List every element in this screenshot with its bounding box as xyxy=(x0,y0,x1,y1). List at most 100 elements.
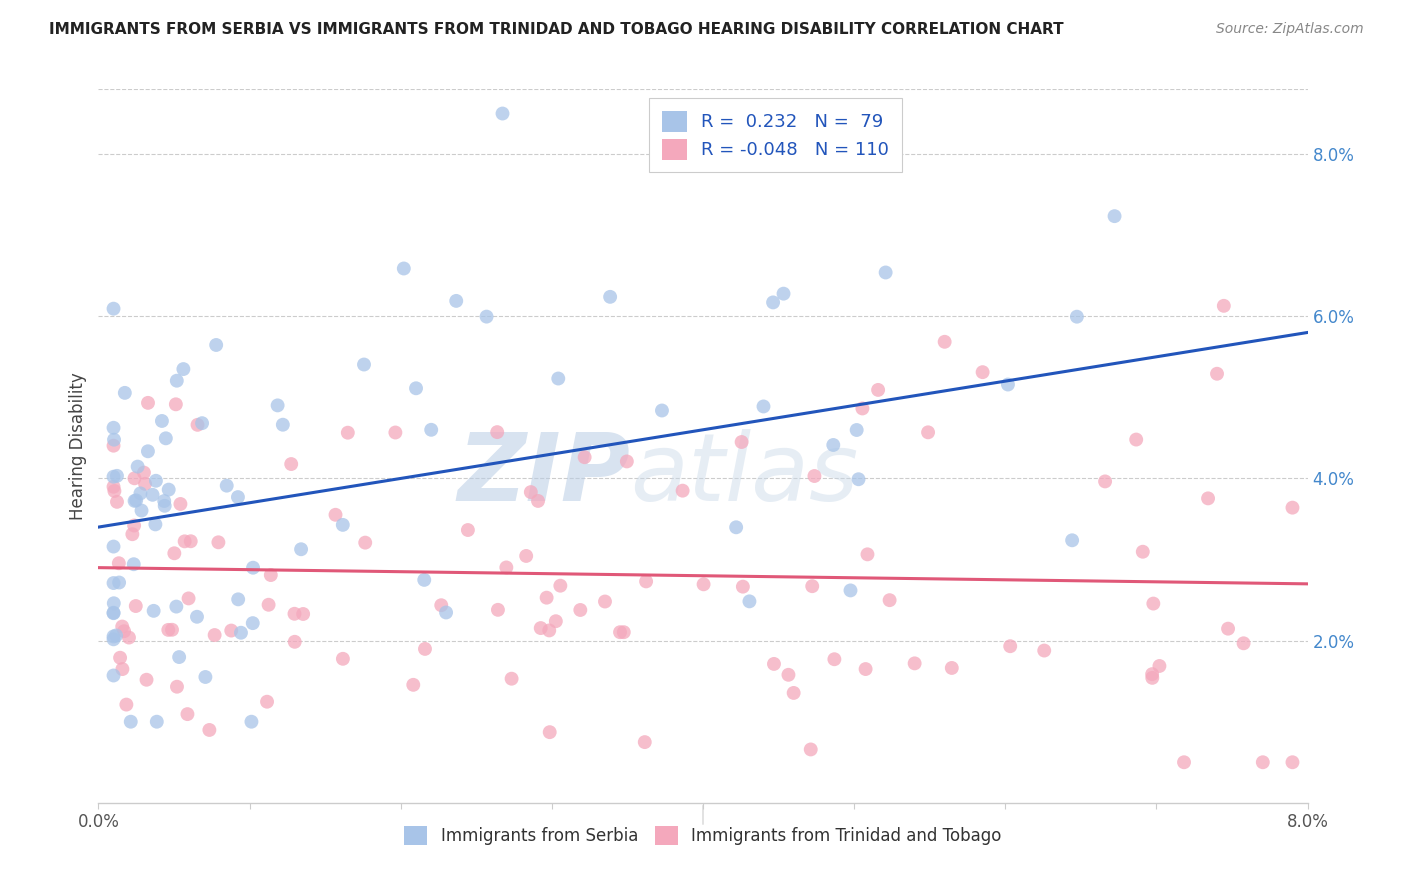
Point xyxy=(475,310,498,324)
Point xyxy=(855,662,877,676)
Point xyxy=(120,714,142,729)
Point xyxy=(142,488,165,502)
Point xyxy=(266,398,288,412)
Point xyxy=(457,523,479,537)
Point xyxy=(1212,299,1234,313)
Point xyxy=(290,542,312,557)
Point xyxy=(103,606,125,620)
Point xyxy=(538,725,561,739)
Point xyxy=(177,591,200,606)
Point xyxy=(103,606,125,620)
Point xyxy=(226,490,249,504)
Point xyxy=(917,425,939,440)
Point xyxy=(801,579,824,593)
Point xyxy=(226,592,249,607)
Point xyxy=(332,517,354,532)
Point xyxy=(129,486,152,500)
Point xyxy=(1094,475,1116,489)
Point xyxy=(103,421,125,435)
Point xyxy=(515,549,537,563)
Point xyxy=(800,742,823,756)
Point xyxy=(145,517,167,532)
Point xyxy=(103,480,125,494)
Point xyxy=(103,439,125,453)
Point xyxy=(692,577,714,591)
Legend: Immigrants from Serbia, Immigrants from Trinidad and Tobago: Immigrants from Serbia, Immigrants from … xyxy=(394,816,1012,855)
Point xyxy=(544,614,567,628)
Point xyxy=(495,560,517,574)
Point xyxy=(1216,622,1239,636)
Point xyxy=(634,735,657,749)
Point xyxy=(547,371,569,385)
Point xyxy=(103,629,125,643)
Point xyxy=(166,680,188,694)
Point xyxy=(856,547,879,561)
Point xyxy=(613,625,636,640)
Point xyxy=(103,301,125,316)
Point xyxy=(803,469,825,483)
Point xyxy=(1281,756,1303,770)
Point xyxy=(536,591,558,605)
Point xyxy=(520,485,543,500)
Point xyxy=(1000,639,1022,653)
Point xyxy=(111,662,134,676)
Point xyxy=(108,556,131,570)
Point xyxy=(131,503,153,517)
Point xyxy=(186,417,208,432)
Point xyxy=(731,580,754,594)
Point xyxy=(125,599,148,613)
Point xyxy=(172,362,194,376)
Text: atlas: atlas xyxy=(630,429,859,520)
Point xyxy=(384,425,406,440)
Point xyxy=(242,560,264,574)
Point xyxy=(122,558,145,572)
Point xyxy=(257,598,280,612)
Point xyxy=(405,381,427,395)
Point xyxy=(762,657,785,671)
Point xyxy=(848,472,870,486)
Point xyxy=(1281,500,1303,515)
Point xyxy=(157,623,180,637)
Point xyxy=(904,657,927,671)
Point xyxy=(186,609,208,624)
Point xyxy=(204,628,226,642)
Point xyxy=(1149,659,1171,673)
Point xyxy=(124,494,146,508)
Point xyxy=(163,546,186,560)
Point xyxy=(160,623,183,637)
Point xyxy=(215,478,238,492)
Point xyxy=(1062,533,1084,548)
Point xyxy=(105,628,128,642)
Point xyxy=(530,621,553,635)
Point xyxy=(280,457,302,471)
Point xyxy=(1104,209,1126,223)
Point xyxy=(157,483,180,497)
Point xyxy=(941,661,963,675)
Point xyxy=(354,535,377,549)
Point xyxy=(1125,433,1147,447)
Point xyxy=(823,652,845,666)
Point xyxy=(114,385,136,400)
Point xyxy=(103,483,125,498)
Point xyxy=(762,295,785,310)
Point xyxy=(671,483,693,498)
Point xyxy=(1206,367,1229,381)
Point xyxy=(108,575,131,590)
Point xyxy=(1132,545,1154,559)
Point xyxy=(823,438,845,452)
Point xyxy=(103,433,125,447)
Point xyxy=(868,383,890,397)
Point xyxy=(240,714,263,729)
Point xyxy=(332,652,354,666)
Point xyxy=(167,650,190,665)
Point xyxy=(145,474,167,488)
Point xyxy=(127,459,149,474)
Point xyxy=(538,624,561,638)
Point xyxy=(651,403,673,417)
Point xyxy=(103,540,125,554)
Point xyxy=(155,431,177,445)
Point xyxy=(934,334,956,349)
Point xyxy=(879,593,901,607)
Point xyxy=(115,698,138,712)
Point xyxy=(105,495,128,509)
